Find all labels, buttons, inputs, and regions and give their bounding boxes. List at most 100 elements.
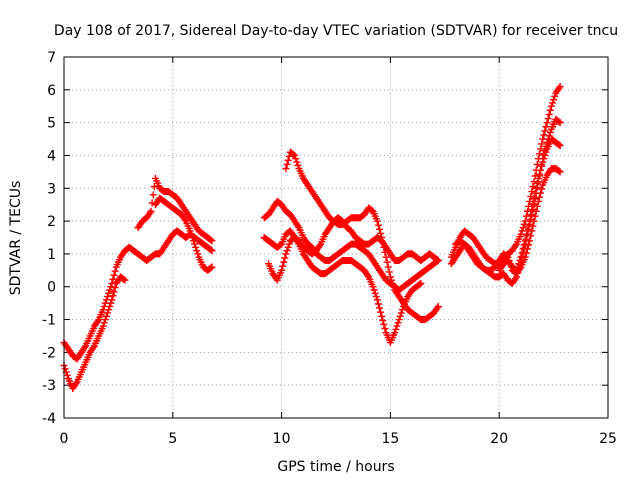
y-tick-label: 5 <box>47 116 56 132</box>
tick-labels: 0 5 10 15 20 25 -4 -3 -2 -1 0 1 2 3 4 5 6 7 <box>42 50 617 447</box>
plus-marker <box>377 308 385 316</box>
plus-marker <box>547 102 555 110</box>
plus-marker <box>525 202 533 210</box>
plus-marker <box>532 207 540 215</box>
plus-marker <box>63 371 71 379</box>
plus-marker <box>376 225 384 233</box>
plus-marker <box>284 243 292 251</box>
plus-marker <box>398 306 406 314</box>
x-tick-label: 5 <box>168 431 177 447</box>
plus-marker <box>106 302 114 310</box>
plus-marker <box>517 230 525 238</box>
plus-marker <box>542 148 550 156</box>
plus-marker <box>189 237 197 245</box>
plus-marker <box>544 115 552 123</box>
plus-marker <box>293 158 301 166</box>
plus-marker <box>109 275 117 283</box>
plus-marker <box>106 286 114 294</box>
plus-marker <box>550 96 558 104</box>
plus-marker <box>188 234 196 241</box>
plus-marker <box>285 240 293 248</box>
plus-marker <box>104 309 112 317</box>
plus-marker <box>545 110 553 118</box>
plus-marker <box>537 145 545 153</box>
plus-marker <box>61 365 69 373</box>
y-axis-label: SDTVAR / TECUs <box>8 181 24 296</box>
plus-marker <box>380 243 388 251</box>
plus-marker <box>193 247 201 255</box>
plus-marker <box>102 312 110 320</box>
plus-marker <box>371 289 379 297</box>
plus-marker <box>546 106 554 114</box>
plus-marker <box>555 141 563 149</box>
plus-marker <box>515 260 523 268</box>
plus-marker <box>207 236 215 244</box>
plus-marker <box>540 155 548 163</box>
plus-marker <box>542 123 550 131</box>
plus-marker <box>538 185 546 193</box>
plus-marker <box>382 253 390 261</box>
plus-marker <box>397 309 405 317</box>
y-tick-label: -2 <box>42 345 56 361</box>
plus-marker <box>284 156 292 164</box>
plus-marker <box>531 212 539 220</box>
plus-marker <box>373 296 381 304</box>
plus-marker <box>543 119 551 127</box>
plus-marker <box>379 316 387 324</box>
series-trace-b <box>60 273 129 392</box>
y-tick-label: 7 <box>47 50 56 66</box>
plus-marker <box>192 243 200 251</box>
plus-marker <box>101 316 109 324</box>
plus-marker <box>186 227 194 235</box>
plus-marker <box>391 329 399 337</box>
y-tick-label: 6 <box>47 83 56 99</box>
plot-frame <box>63 56 609 419</box>
plus-marker <box>541 127 549 135</box>
plus-marker <box>534 174 542 182</box>
plus-marker <box>280 258 288 266</box>
plus-marker <box>541 151 549 159</box>
plus-marker <box>528 206 536 214</box>
plus-marker <box>394 319 402 327</box>
chart-title: Day 108 of 2017, Sidereal Day-to-day VTE… <box>54 23 618 39</box>
plus-marker <box>416 280 424 288</box>
plus-marker <box>519 224 527 232</box>
plus-marker <box>281 254 289 262</box>
plus-marker <box>537 166 545 174</box>
plus-marker <box>392 325 400 333</box>
plus-marker <box>556 83 564 91</box>
plus-marker <box>110 271 118 279</box>
plus-marker <box>525 222 533 230</box>
y-tick-label: 0 <box>47 280 56 296</box>
series-trace-c <box>134 174 216 245</box>
x-axis-label: GPS time / hours <box>277 459 394 475</box>
series-trace-d <box>151 194 216 274</box>
plus-marker <box>111 267 119 275</box>
plus-marker <box>380 320 388 328</box>
y-tick-label: -1 <box>42 313 56 329</box>
plus-marker <box>147 207 155 215</box>
plus-marker <box>208 263 216 271</box>
plus-marker <box>384 263 392 271</box>
y-tick-label: -4 <box>42 411 56 427</box>
plus-marker <box>535 193 543 201</box>
y-tick-label: 2 <box>47 214 56 230</box>
plus-marker <box>292 155 300 163</box>
x-tick-label: 0 <box>60 431 69 447</box>
plus-marker <box>434 256 442 264</box>
plus-marker <box>283 247 291 255</box>
plus-marker <box>526 217 534 225</box>
plus-marker <box>291 151 299 159</box>
plus-marker <box>370 286 378 294</box>
plus-marker <box>381 248 389 256</box>
plus-marker <box>290 151 298 159</box>
plus-marker <box>527 211 535 219</box>
y-tick-label: 4 <box>47 148 56 164</box>
plus-marker <box>396 312 404 320</box>
plus-marker <box>523 227 531 235</box>
x-tick-label: 15 <box>381 431 399 447</box>
plus-marker <box>208 247 216 255</box>
plus-marker <box>110 288 118 296</box>
plus-marker <box>105 306 113 314</box>
